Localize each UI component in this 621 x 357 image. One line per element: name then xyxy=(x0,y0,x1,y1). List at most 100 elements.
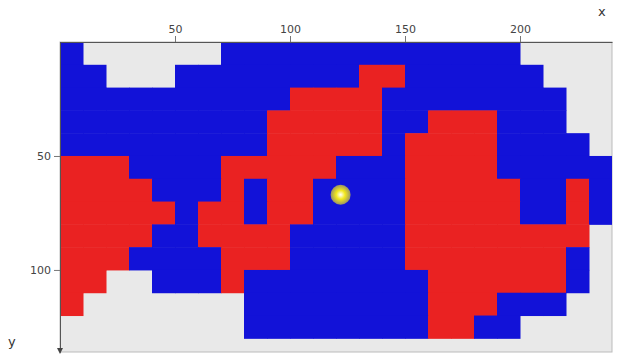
cell xyxy=(244,247,268,270)
cell xyxy=(382,293,406,316)
cell xyxy=(428,224,452,247)
cell xyxy=(543,270,567,293)
cell xyxy=(175,202,199,225)
cell xyxy=(428,156,452,179)
cell xyxy=(221,110,245,133)
cell xyxy=(474,133,498,156)
cell xyxy=(60,293,84,316)
cell xyxy=(359,42,383,65)
cell xyxy=(83,224,107,247)
cell xyxy=(543,133,567,156)
cell xyxy=(106,156,130,179)
cell xyxy=(520,270,544,293)
cell xyxy=(313,224,337,247)
cell xyxy=(313,202,337,225)
cell xyxy=(175,133,199,156)
cell xyxy=(497,179,521,202)
cell xyxy=(382,316,406,339)
cell xyxy=(336,156,360,179)
cell xyxy=(313,156,337,179)
cell xyxy=(474,156,498,179)
cell xyxy=(198,65,222,88)
cell xyxy=(382,110,406,133)
cell xyxy=(336,202,360,225)
cell xyxy=(336,42,360,65)
cell xyxy=(497,65,521,88)
cell xyxy=(267,179,291,202)
cell xyxy=(336,293,360,316)
cell xyxy=(267,110,291,133)
cell xyxy=(267,156,291,179)
cell xyxy=(474,179,498,202)
cell xyxy=(244,293,268,316)
cell xyxy=(405,202,429,225)
cell xyxy=(520,202,544,225)
cell xyxy=(60,88,84,111)
cell xyxy=(520,156,544,179)
cell xyxy=(336,247,360,270)
cell xyxy=(497,224,521,247)
cell xyxy=(83,202,107,225)
cell xyxy=(244,42,268,65)
cell xyxy=(451,316,475,339)
cell xyxy=(382,202,406,225)
cell xyxy=(244,133,268,156)
cell xyxy=(60,179,84,202)
cell xyxy=(152,133,176,156)
cell xyxy=(451,293,475,316)
cell xyxy=(497,110,521,133)
tick-label: 100 xyxy=(280,23,301,36)
cell xyxy=(221,179,245,202)
cell xyxy=(359,224,383,247)
cell xyxy=(175,224,199,247)
cell xyxy=(566,179,590,202)
x-axis-title: x xyxy=(598,4,606,19)
cell xyxy=(221,202,245,225)
cell xyxy=(244,88,268,111)
cell xyxy=(267,293,291,316)
cell xyxy=(267,65,291,88)
cell xyxy=(313,42,337,65)
cell xyxy=(313,316,337,339)
cell xyxy=(198,156,222,179)
cell xyxy=(359,293,383,316)
cell xyxy=(359,316,383,339)
cell xyxy=(497,293,521,316)
cell xyxy=(83,110,107,133)
cell xyxy=(359,270,383,293)
cell xyxy=(474,270,498,293)
chart: 5010015020050100xy xyxy=(0,0,621,357)
cell xyxy=(520,247,544,270)
cell xyxy=(129,110,153,133)
cell xyxy=(474,316,498,339)
cell xyxy=(152,270,176,293)
cell xyxy=(198,247,222,270)
axis-line xyxy=(60,43,61,353)
cell xyxy=(497,88,521,111)
cell xyxy=(83,88,107,111)
cell xyxy=(336,65,360,88)
tick-mark xyxy=(54,270,60,271)
cell xyxy=(152,247,176,270)
cell xyxy=(290,133,314,156)
cell xyxy=(129,224,153,247)
cell xyxy=(497,42,521,65)
cell xyxy=(313,110,337,133)
tick-mark xyxy=(520,36,521,42)
cell xyxy=(60,42,84,65)
cell xyxy=(382,133,406,156)
cell xyxy=(83,247,107,270)
cell xyxy=(198,179,222,202)
cell xyxy=(175,110,199,133)
cell xyxy=(198,110,222,133)
cell xyxy=(175,156,199,179)
axis-line xyxy=(61,42,613,43)
cell xyxy=(221,156,245,179)
cell xyxy=(244,316,268,339)
x-axis: 50100150200 xyxy=(61,23,613,43)
cell xyxy=(405,42,429,65)
cell xyxy=(60,202,84,225)
cell xyxy=(198,270,222,293)
cell xyxy=(244,179,268,202)
cell xyxy=(474,88,498,111)
